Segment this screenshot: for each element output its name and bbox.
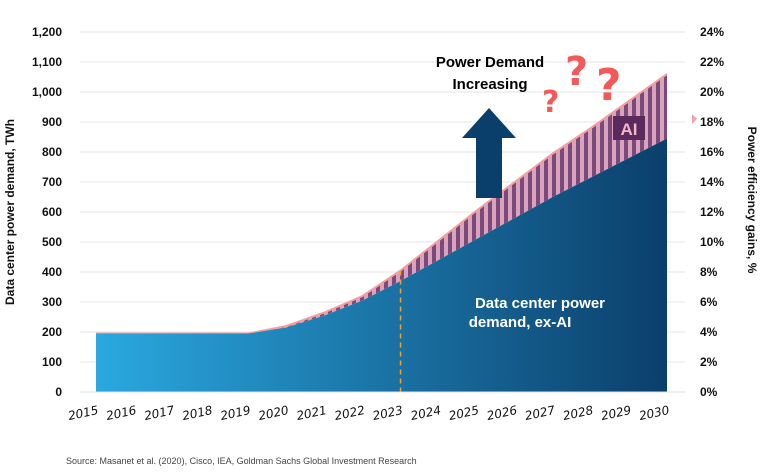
y2-tick-label: 12% xyxy=(700,205,724,219)
y2-tick-label: 10% xyxy=(700,235,724,249)
y2-tick-label: 2% xyxy=(700,355,718,369)
x-tick-label: 2020 xyxy=(257,403,290,423)
x-tick-label: 2028 xyxy=(562,403,595,423)
y-tick-label: 500 xyxy=(42,235,62,249)
y2-tick-label: 20% xyxy=(700,85,724,99)
x-tick-label: 2025 xyxy=(447,403,480,423)
y2-tick-label: 16% xyxy=(700,145,724,159)
x-tick-label: 2027 xyxy=(524,403,557,423)
x-tick-label: 2017 xyxy=(143,403,176,423)
question-mark-icon: ? xyxy=(565,49,588,95)
exai-label-line1: Data center power xyxy=(475,295,605,312)
x-tick-label: 2021 xyxy=(295,403,328,423)
power-demand-annotation: Power Demand Increasing ? ? ? xyxy=(436,49,622,198)
up-arrow-icon xyxy=(462,108,516,198)
y-tick-label: 700 xyxy=(42,175,62,189)
x-tick-label: 2015 xyxy=(67,403,100,423)
y2-tick-label: 14% xyxy=(700,175,724,189)
exai-demand-area xyxy=(96,138,667,392)
y2-axis-label: Power efficiency gains, % xyxy=(745,127,759,274)
x-tick-label: 2016 xyxy=(105,403,138,423)
y2-tick-label: 6% xyxy=(700,295,718,309)
y2-tick-label: 18% xyxy=(700,115,724,129)
gridlines xyxy=(80,31,685,393)
x-tick-label: 2018 xyxy=(181,403,214,423)
y-tick-label: 0 xyxy=(55,385,62,399)
y-axis-label: Data center power demand, TWh xyxy=(3,119,17,305)
x-tick-label: 2026 xyxy=(486,403,519,423)
x-tick-label: 2029 xyxy=(600,403,633,423)
y-tick-label: 400 xyxy=(42,265,62,279)
y2-axis-ticks: 0% 2% 4% 6% 8% 10% 12% 14% 16% 18% 20% 22% 24% xyxy=(700,25,724,399)
y-tick-label: 100 xyxy=(42,355,62,369)
x-tick-label: 2022 xyxy=(333,403,366,423)
y-tick-label: 1,100 xyxy=(32,55,62,69)
y2-tick-label: 4% xyxy=(700,325,718,339)
x-tick-label: 2023 xyxy=(371,403,404,423)
y-axis-ticks: 0 100 200 300 400 500 600 700 800 900 1,000 1,100 1,… xyxy=(32,25,62,399)
x-tick-label: 2019 xyxy=(219,403,252,423)
y-tick-label: 800 xyxy=(42,145,62,159)
y2-tick-label: 22% xyxy=(700,55,724,69)
x-tick-label: 2024 xyxy=(409,403,442,423)
plot-areas xyxy=(80,73,685,393)
ai-label: AI xyxy=(621,120,638,139)
x-axis-ticks: 2015 2016 2017 2018 2019 2020 2021 2022 2023 2024… xyxy=(67,403,671,423)
y-tick-label: 1,200 xyxy=(32,25,62,39)
y-tick-label: 1,000 xyxy=(32,85,62,99)
power-demand-text-line2: Increasing xyxy=(452,76,527,93)
x-tick-label: 2030 xyxy=(638,403,671,423)
question-mark-icon: ? xyxy=(596,60,622,111)
pink-marker xyxy=(692,114,697,124)
power-demand-text-line1: Power Demand xyxy=(436,54,544,71)
source-note: Source: Masanet et al. (2020), Cisco, IE… xyxy=(66,456,417,466)
y2-tick-label: 24% xyxy=(700,25,724,39)
y2-tick-label: 8% xyxy=(700,265,718,279)
y-tick-label: 300 xyxy=(42,295,62,309)
y-tick-label: 600 xyxy=(42,205,62,219)
ai-label-box xyxy=(613,116,645,140)
question-mark-icon: ? xyxy=(542,85,559,120)
y2-tick-label: 0% xyxy=(700,385,718,399)
y-tick-label: 200 xyxy=(42,325,62,339)
y-tick-label: 900 xyxy=(42,115,62,129)
exai-label-line2: demand, ex-AI xyxy=(469,314,572,331)
